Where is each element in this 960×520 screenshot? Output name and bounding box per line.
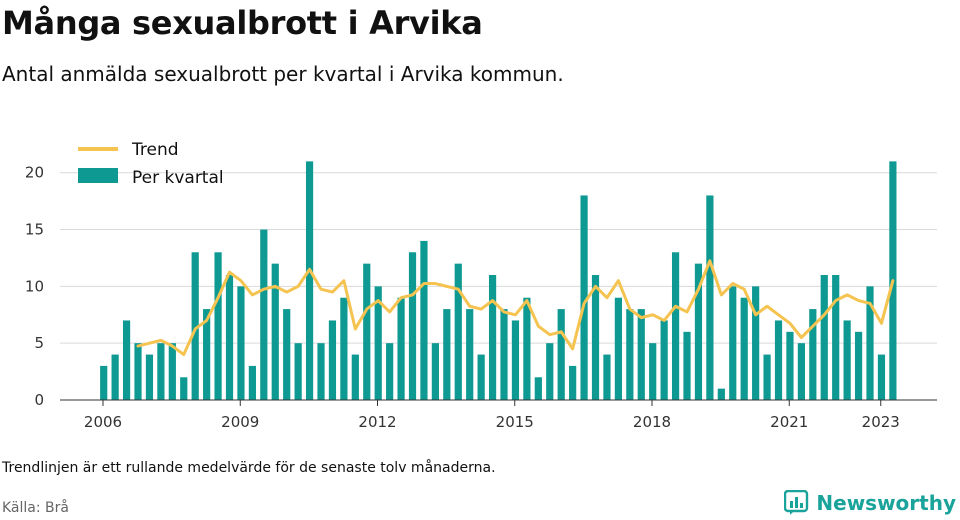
chart-subtitle: Antal anmälda sexualbrott per kvartal i … — [2, 62, 564, 86]
chart-title: Många sexualbrott i Arvika — [2, 4, 483, 42]
x-tick-label: 2009 — [221, 413, 259, 431]
footnote: Trendlinjen är ett rullande medelvärde f… — [2, 460, 496, 476]
bar — [854, 331, 863, 400]
bar — [786, 331, 794, 400]
legend: Trend Per kvartal — [78, 140, 224, 188]
bar — [466, 309, 474, 400]
y-tick-label: 10 — [25, 277, 44, 295]
legend-label-trend: Trend — [131, 140, 179, 160]
bar — [351, 354, 359, 400]
bar — [523, 297, 531, 400]
bar — [591, 275, 600, 400]
bar — [557, 309, 565, 400]
bar — [134, 343, 142, 400]
y-tick-label: 0 — [34, 391, 44, 409]
source-credit: Källa: Brå — [2, 500, 69, 516]
bar — [122, 320, 131, 400]
bar — [843, 320, 851, 400]
bar — [420, 240, 428, 400]
bar — [225, 275, 234, 400]
bar — [603, 354, 611, 400]
bar — [774, 320, 783, 400]
bar — [317, 343, 325, 400]
y-tick-label: 20 — [25, 164, 44, 182]
x-tick-label: 2006 — [84, 413, 122, 431]
y-tick-label: 15 — [25, 221, 44, 239]
bar — [866, 286, 874, 400]
bar — [626, 309, 634, 400]
bar — [100, 365, 108, 400]
bar — [797, 343, 805, 400]
bar — [569, 365, 577, 400]
bar — [500, 309, 508, 400]
bar — [488, 275, 497, 400]
bar — [763, 354, 771, 400]
x-axis-ticks: 2006 2009 2012 2015 2018 2021 2023 — [84, 400, 900, 431]
bar — [260, 229, 268, 400]
chart-area: 0 5 10 15 20 2006 2009 2012 2015 2018 2021 2023 Tr… — [25, 140, 937, 431]
x-tick-label: 2023 — [862, 413, 900, 431]
bar — [145, 354, 154, 400]
bar — [454, 263, 462, 400]
bar — [237, 286, 245, 400]
brand-logo[interactable]: Newsworthy — [784, 490, 956, 516]
bar — [534, 377, 542, 400]
x-tick-label: 2012 — [358, 413, 396, 431]
bar — [408, 252, 417, 400]
bar — [305, 161, 314, 400]
bar — [203, 309, 211, 400]
bar — [683, 331, 691, 400]
bar — [340, 297, 348, 400]
bar — [248, 365, 256, 400]
bar-series — [100, 161, 897, 400]
bar — [694, 263, 703, 400]
bar — [752, 286, 760, 400]
bar — [111, 354, 119, 400]
bar — [729, 286, 737, 400]
x-tick-label: 2018 — [633, 413, 671, 431]
legend-label-bars: Per kvartal — [132, 168, 224, 188]
bar — [546, 343, 554, 400]
bar — [328, 320, 337, 400]
bar — [660, 320, 668, 400]
legend-swatch-bars — [78, 168, 118, 183]
bar — [443, 309, 451, 400]
bar — [386, 343, 394, 400]
gridlines — [60, 172, 937, 344]
x-tick-label: 2021 — [770, 413, 808, 431]
bar — [191, 252, 199, 400]
bar — [877, 354, 886, 400]
bar — [820, 275, 828, 400]
bar — [283, 309, 291, 400]
x-tick-label: 2015 — [496, 413, 534, 431]
bar — [271, 263, 279, 400]
bar — [431, 343, 439, 400]
y-axis-ticks: 0 5 10 15 20 — [25, 164, 44, 409]
bar — [717, 388, 725, 400]
bar — [671, 252, 680, 400]
bar — [477, 354, 485, 400]
bar — [294, 343, 302, 400]
bar — [614, 297, 622, 400]
bar — [374, 286, 382, 400]
bar — [363, 263, 371, 400]
bar — [511, 320, 520, 400]
bar — [649, 343, 657, 400]
bar — [168, 343, 176, 400]
bar — [180, 377, 188, 400]
bar — [809, 309, 817, 400]
bar — [397, 297, 405, 400]
bar — [740, 297, 748, 400]
bar — [637, 309, 645, 400]
brand-name: Newsworthy — [816, 491, 956, 515]
y-tick-label: 5 — [34, 334, 44, 352]
bar — [580, 195, 588, 400]
newsworthy-logo-icon — [784, 490, 809, 515]
bar — [214, 252, 222, 400]
bar — [706, 195, 714, 400]
trend-line — [136, 259, 895, 357]
bar — [157, 343, 165, 400]
bar — [832, 275, 840, 400]
